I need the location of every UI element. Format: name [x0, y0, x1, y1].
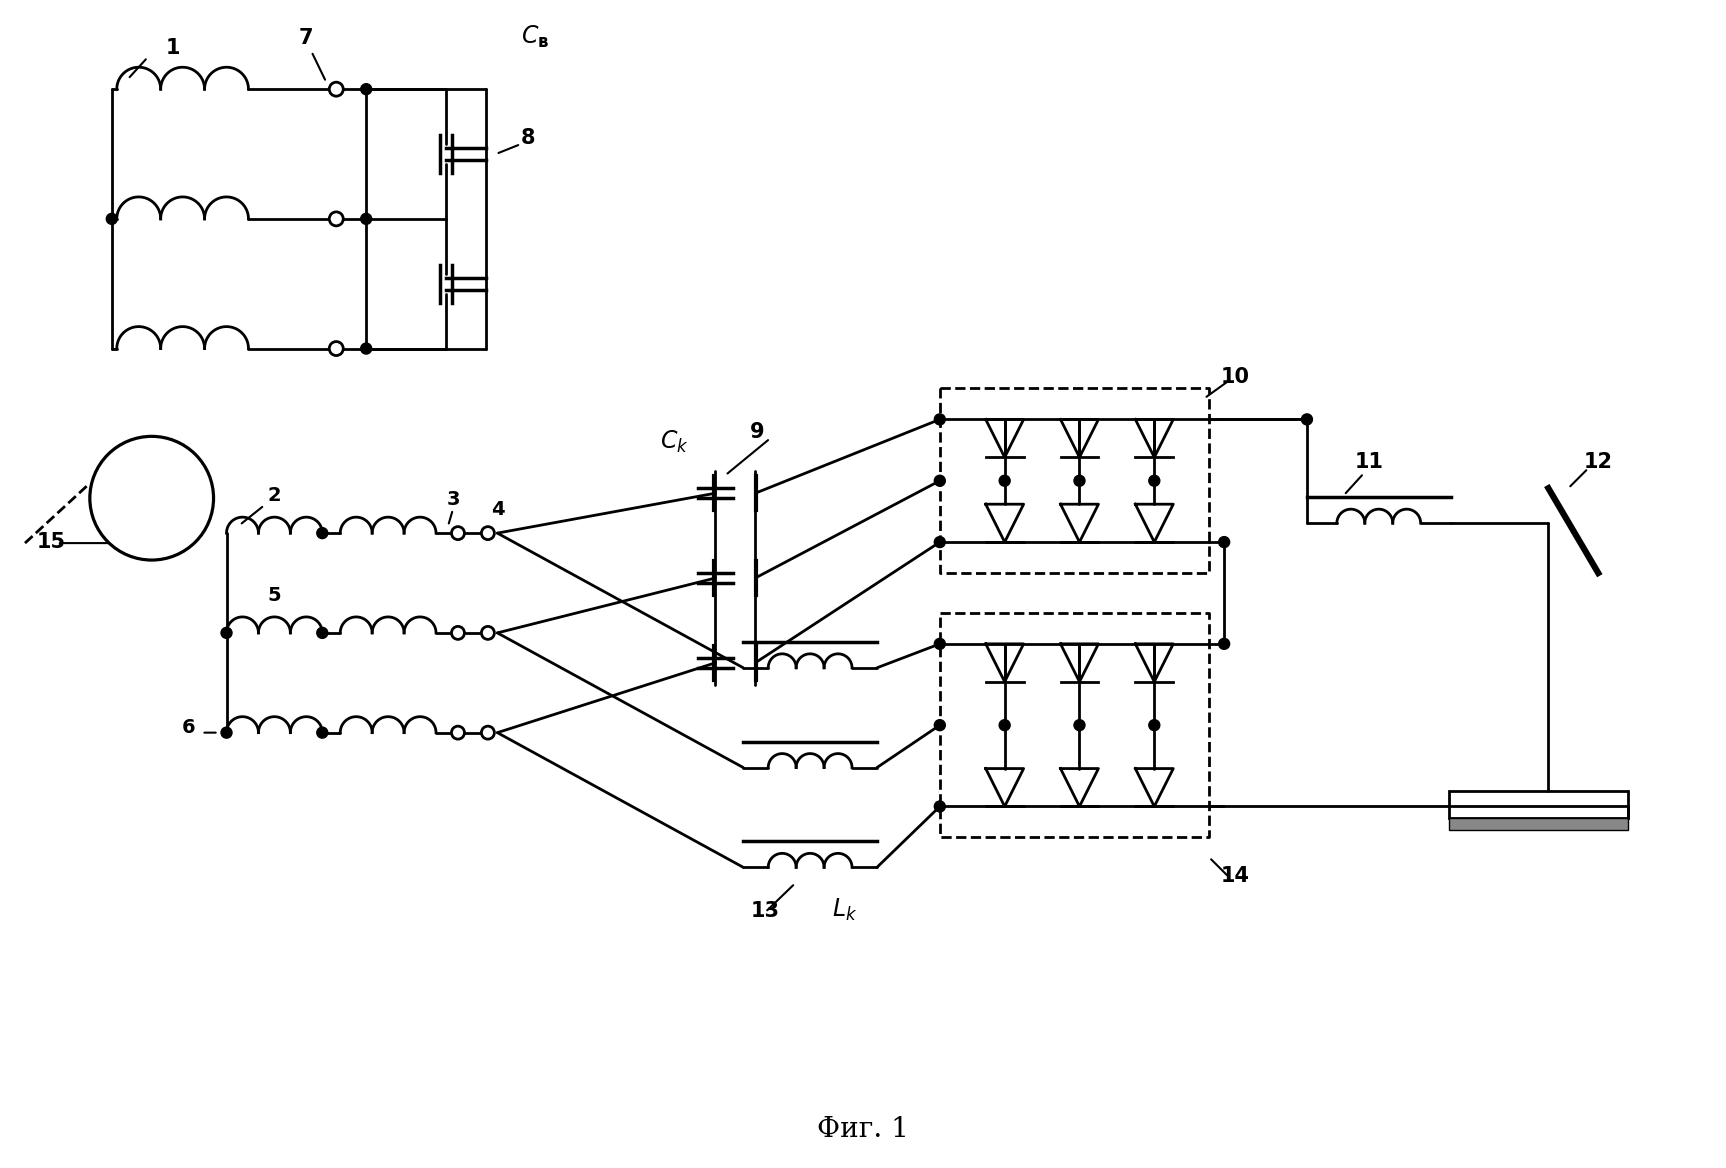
- Circle shape: [318, 728, 328, 738]
- Text: 10: 10: [1222, 368, 1250, 388]
- Circle shape: [934, 639, 946, 649]
- Circle shape: [934, 475, 946, 486]
- Circle shape: [361, 343, 371, 354]
- Text: 4: 4: [492, 500, 504, 519]
- Circle shape: [1219, 536, 1229, 548]
- Text: 1: 1: [166, 39, 180, 58]
- Circle shape: [999, 719, 1010, 731]
- Circle shape: [452, 527, 464, 540]
- Circle shape: [330, 82, 343, 96]
- Circle shape: [934, 801, 946, 812]
- Text: $L_k$: $L_k$: [832, 897, 858, 924]
- Circle shape: [318, 627, 328, 639]
- Text: Фиг. 1: Фиг. 1: [816, 1115, 910, 1142]
- Text: $C_k$: $C_k$: [661, 429, 689, 454]
- Text: 2: 2: [268, 486, 281, 506]
- Circle shape: [361, 214, 371, 224]
- Text: 13: 13: [751, 902, 778, 922]
- Bar: [1448, 819, 1628, 830]
- Text: 14: 14: [1222, 867, 1250, 887]
- Circle shape: [221, 728, 231, 738]
- Bar: [1448, 791, 1628, 819]
- Circle shape: [482, 527, 494, 540]
- Text: 12: 12: [1583, 452, 1612, 472]
- Text: 6: 6: [181, 717, 195, 737]
- Circle shape: [1074, 475, 1086, 486]
- Circle shape: [361, 84, 371, 95]
- Circle shape: [934, 536, 946, 548]
- Circle shape: [934, 413, 946, 425]
- Text: 15: 15: [36, 533, 66, 552]
- Circle shape: [1219, 639, 1229, 649]
- Text: 8: 8: [521, 128, 535, 148]
- Circle shape: [1150, 719, 1160, 731]
- Text: $C_\mathbf{в}$: $C_\mathbf{в}$: [521, 25, 549, 50]
- Text: 3: 3: [447, 491, 459, 509]
- Circle shape: [330, 341, 343, 355]
- Text: 5: 5: [268, 586, 281, 605]
- Circle shape: [221, 627, 231, 639]
- Circle shape: [452, 626, 464, 639]
- Circle shape: [1074, 719, 1086, 731]
- Circle shape: [90, 437, 214, 561]
- Circle shape: [999, 475, 1010, 486]
- Circle shape: [934, 719, 946, 731]
- Circle shape: [482, 726, 494, 739]
- Circle shape: [330, 211, 343, 225]
- Circle shape: [452, 726, 464, 739]
- Text: 9: 9: [751, 423, 765, 443]
- Text: 11: 11: [1355, 452, 1383, 472]
- Circle shape: [107, 214, 117, 224]
- Circle shape: [318, 528, 328, 538]
- Circle shape: [1301, 413, 1312, 425]
- Circle shape: [482, 626, 494, 639]
- Circle shape: [1150, 475, 1160, 486]
- Text: 7: 7: [299, 28, 314, 48]
